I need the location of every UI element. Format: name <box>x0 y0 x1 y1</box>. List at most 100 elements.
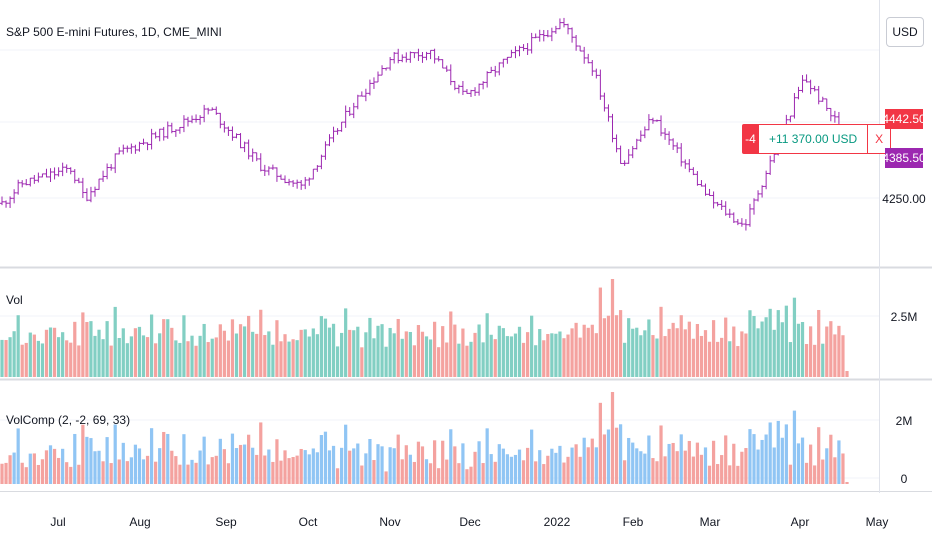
volume-bar <box>36 340 40 377</box>
volume-bar <box>578 337 582 377</box>
volcomp-bar <box>267 449 271 484</box>
volcomp-bar <box>509 456 514 484</box>
volume-bar <box>792 297 797 377</box>
time-axis-label: 2022 <box>544 515 571 529</box>
volume-bar <box>497 325 501 377</box>
volcomp-bar <box>566 456 570 484</box>
volcomp-bar <box>465 469 469 484</box>
volume-bar <box>829 321 833 377</box>
volume-bar <box>841 335 845 377</box>
position-quantity[interactable]: -4 <box>742 124 759 154</box>
volcomp-bar <box>821 459 825 484</box>
volume-bar <box>149 314 154 377</box>
volume-bar <box>32 334 36 377</box>
volume-pane-label: Vol <box>6 293 23 307</box>
volcomp-bar <box>129 457 133 484</box>
volcomp-bar <box>28 453 32 484</box>
volume-bar <box>154 343 158 377</box>
volcomp-bar <box>788 464 793 484</box>
volume-bar <box>319 316 324 377</box>
volcomp-bar <box>534 461 538 484</box>
volcomp-bar <box>315 452 319 484</box>
volume-bar <box>449 311 453 377</box>
volume-bar <box>125 343 129 377</box>
volcomp-bar <box>780 437 784 484</box>
volcomp-bar <box>505 454 509 484</box>
volcomp-bar <box>202 436 206 484</box>
volume-bar <box>73 321 77 377</box>
volume-bar <box>574 322 578 377</box>
volcomp-bar <box>12 452 16 484</box>
volcomp-bar <box>703 447 708 484</box>
volume-bar <box>809 326 813 377</box>
volcomp-bar <box>113 424 117 484</box>
price-axis-label: 4250.00 <box>882 192 926 206</box>
volcomp-bar <box>133 444 138 484</box>
volcomp-bar <box>141 459 146 484</box>
volume-bar <box>174 340 178 377</box>
volume-bar <box>251 331 255 377</box>
volume-bar <box>396 318 400 377</box>
volcomp-bar <box>635 448 639 484</box>
volcomp-bar <box>352 448 356 484</box>
volcomp-bar <box>695 442 700 484</box>
volume-bar <box>716 341 720 377</box>
volcomp-bar <box>396 434 400 484</box>
volcomp-bar <box>372 460 376 484</box>
volume-bar <box>744 333 748 377</box>
volume-bar <box>550 333 554 377</box>
volume-bar <box>659 306 663 377</box>
volcomp-bar <box>69 466 73 484</box>
volume-bar <box>562 338 566 377</box>
volume-bar <box>546 334 550 377</box>
volume-bar <box>671 322 675 377</box>
position-price-label: 4385.50 <box>882 148 926 168</box>
volcomp-bar <box>182 434 186 484</box>
volcomp-bar <box>445 459 449 484</box>
chart-title: S&P 500 E-mini Futures, 1D, CME_MINI <box>6 25 222 39</box>
volume-bar <box>530 315 534 377</box>
volume-bar <box>40 343 45 377</box>
currency-button[interactable]: USD <box>886 17 924 47</box>
volcomp-bar <box>295 455 299 484</box>
volume-bar <box>602 318 607 377</box>
volcomp-bar <box>473 451 477 484</box>
volcomp-bar <box>590 438 594 484</box>
volume-bar <box>194 345 198 377</box>
volcomp-bar <box>716 464 720 484</box>
volcomp-bar <box>825 448 829 484</box>
volume-bar <box>20 344 24 377</box>
volcomp-bar <box>521 460 526 484</box>
volcomp-bar <box>776 420 780 484</box>
volcomp-bar <box>627 437 631 484</box>
volcomp-bar <box>517 449 522 484</box>
volume-bar <box>392 333 396 377</box>
close-position-button[interactable]: X <box>868 124 892 154</box>
volcomp-bar <box>222 449 226 484</box>
volume-bar <box>85 321 89 377</box>
volcomp-bar <box>683 450 687 484</box>
volume-bar <box>356 326 360 377</box>
volcomp-bar <box>796 443 801 484</box>
volume-bar <box>558 331 562 377</box>
volume-bar <box>52 327 57 377</box>
volume-bar <box>469 341 473 377</box>
volume-bar <box>554 333 558 377</box>
position-profit-loss[interactable]: +11 370.00 USD <box>759 124 869 154</box>
volume-bar <box>760 321 764 377</box>
volume-bar <box>833 334 837 377</box>
volume-bar <box>162 319 166 377</box>
volcomp-bar <box>364 453 368 484</box>
volcomp-bar <box>618 424 623 484</box>
time-axis-label: Sep <box>215 515 237 529</box>
volcomp-bar <box>121 442 125 484</box>
volume-bar <box>101 339 105 377</box>
volcomp-bar <box>671 442 675 484</box>
volcomp-bar <box>279 460 283 484</box>
volume-bar <box>501 328 505 377</box>
volcomp-bar <box>691 456 695 484</box>
volcomp-bar <box>89 438 93 484</box>
volume-bar <box>56 337 61 377</box>
position-widget[interactable]: -4 +11 370.00 USD X <box>742 124 892 154</box>
volume-bar <box>542 340 546 377</box>
